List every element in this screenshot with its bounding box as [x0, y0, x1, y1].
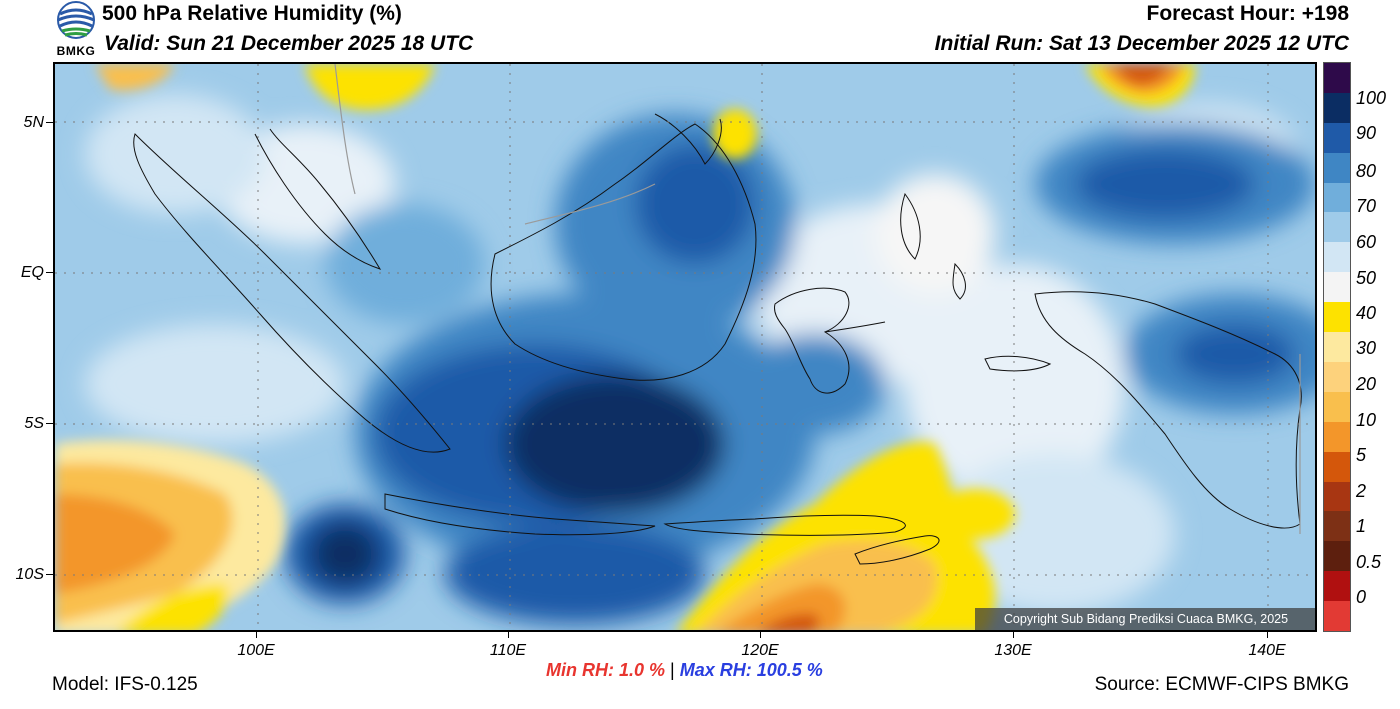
lat-label-5n: 5N	[23, 114, 44, 131]
colorbar-segment	[1324, 332, 1350, 363]
lon-tick	[760, 632, 761, 638]
lon-label-140e: 140E	[1248, 642, 1286, 659]
colorbar-segment	[1324, 451, 1350, 482]
lon-label-130e: 130E	[994, 642, 1032, 659]
colorbar-label: 100	[1356, 88, 1387, 108]
colorbar-segment	[1324, 601, 1350, 632]
bmkg-logo-icon	[57, 1, 95, 39]
lat-tick	[46, 122, 53, 123]
initial-run: Initial Run: Sat 13 December 2025 12 UTC	[934, 32, 1349, 55]
colorbar-label: 0.5	[1356, 552, 1382, 572]
colorbar-label: 30	[1356, 338, 1377, 358]
coastlines	[133, 113, 1302, 565]
colorbar-label: 0	[1356, 587, 1367, 607]
colorbar-segment	[1324, 421, 1350, 452]
colorbar-segment	[1324, 571, 1350, 602]
model-label: Model: IFS-0.125	[52, 674, 198, 695]
lon-label-100e: 100E	[237, 642, 275, 659]
colorbar-label: 40	[1356, 303, 1377, 323]
lon-tick	[256, 632, 257, 638]
lon-label-110e: 110E	[489, 642, 527, 659]
colorbar-label: 80	[1356, 161, 1377, 181]
lon-tick	[1267, 632, 1268, 638]
map-title: 500 hPa Relative Humidity (%)	[102, 2, 402, 25]
colorbar-segment	[1324, 212, 1350, 243]
bmkg-logo: BMKG	[52, 0, 100, 60]
lon-tick	[508, 632, 509, 638]
colorbar-segment	[1324, 361, 1350, 392]
colorbar-label: 1	[1356, 516, 1367, 536]
colorbar-label: 20	[1356, 374, 1377, 394]
lat-label-5s: 5S	[24, 415, 44, 432]
colorbar-label: 10	[1356, 410, 1377, 430]
humidity-field	[55, 64, 1315, 630]
lon-label-120e: 120E	[741, 642, 779, 659]
colorbar-segment	[1324, 302, 1350, 333]
colorbar-label: 50	[1356, 268, 1377, 288]
colorbar-segment	[1324, 152, 1350, 183]
lat-tick	[46, 574, 53, 575]
humidity-map: Copyright Sub Bidang Prediksi Cuaca BMKG…	[53, 62, 1317, 632]
colorbar-segment	[1324, 92, 1350, 123]
min-max-separator: |	[670, 660, 675, 680]
valid-time: Valid: Sun 21 December 2025 18 UTC	[104, 32, 474, 55]
colorbar-segment	[1324, 391, 1350, 422]
lat-tick	[46, 423, 53, 424]
colorbar-label: 5	[1356, 445, 1367, 465]
colorbar-segment	[1324, 63, 1350, 93]
gridlines	[55, 64, 1315, 630]
colorbar-segment	[1324, 541, 1350, 572]
colorbar-label: 60	[1356, 232, 1377, 252]
colorbar-label: 2	[1356, 481, 1367, 501]
colorbar-segment	[1324, 481, 1350, 512]
colorbar-segment	[1324, 242, 1350, 273]
lat-label-eq: EQ	[20, 264, 44, 281]
lat-tick	[46, 272, 53, 273]
colorbar-segment	[1324, 122, 1350, 153]
max-rh: Max RH: 100.5 %	[679, 660, 823, 680]
lon-tick	[1013, 632, 1014, 638]
colorbar-label: 70	[1356, 196, 1377, 216]
colorbar-segment	[1324, 511, 1350, 542]
min-rh: Min RH: 1.0 %	[546, 660, 666, 680]
colorbar	[1323, 62, 1351, 632]
source-label: Source: ECMWF-CIPS BMKG	[1094, 674, 1349, 695]
min-max-rh: Min RH: 1.0 % | Max RH: 100.5 %	[546, 660, 823, 681]
colorbar-label: 90	[1356, 123, 1377, 143]
forecast-hour: Forecast Hour: +198	[1146, 2, 1350, 25]
copyright-notice: Copyright Sub Bidang Prediksi Cuaca BMKG…	[975, 608, 1315, 630]
borders	[334, 64, 1301, 534]
lat-label-10s: 10S	[15, 566, 44, 583]
logo-text: BMKG	[56, 44, 96, 58]
colorbar-segment	[1324, 272, 1350, 303]
colorbar-segment	[1324, 182, 1350, 213]
